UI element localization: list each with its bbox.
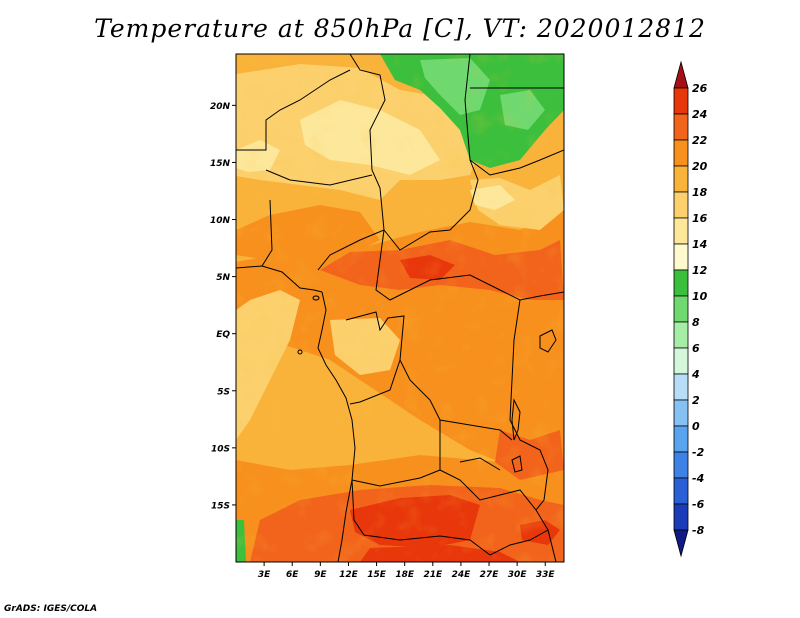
colorbar-cell — [673, 451, 689, 479]
colorbar-label: 22 — [692, 134, 708, 147]
colorbar-label: 14 — [692, 238, 707, 251]
lon-tick-label: 33E — [536, 570, 556, 580]
colorbar-cell — [673, 477, 689, 505]
colorbar-cell — [673, 373, 689, 401]
lon-tick-label: 27E — [480, 570, 500, 580]
longitude-axis: 3E 6E 9E 12E 15E 18E 21E 24E 27E 30E 33E — [258, 562, 556, 580]
lat-tick-label: 15S — [211, 501, 230, 511]
colorbar-cell — [673, 165, 689, 193]
lon-tick-label: 3E — [258, 570, 271, 580]
colorbar-cell — [673, 139, 689, 167]
lakes-and-islands — [297, 295, 557, 473]
temperature-field — [236, 54, 564, 562]
colorbar-cell — [673, 113, 689, 141]
lon-tick-label: 21E — [423, 570, 443, 580]
colorbar-cell — [673, 87, 689, 115]
latitude-axis: 20N 15N 10N 5N EQ 5S 10S 15S — [210, 102, 236, 511]
colorbar-label: 24 — [692, 108, 707, 121]
lon-tick-label: 24E — [452, 570, 472, 580]
country-borders — [236, 54, 564, 562]
colorbar-cell — [673, 269, 689, 297]
lon-tick-label: 12E — [339, 570, 359, 580]
lat-tick-label: EQ — [216, 330, 230, 340]
colorbar-cell — [673, 425, 689, 453]
colorbar-cell — [673, 243, 689, 271]
lon-tick-label: 18E — [395, 570, 415, 580]
colorbar-label: 6 — [692, 342, 700, 355]
grads-credit: GrADS: IGES/COLA — [4, 604, 98, 614]
colorbar-label: -8 — [692, 524, 705, 537]
colorbar-label: -6 — [692, 498, 705, 511]
colorbar-label: 0 — [692, 420, 700, 433]
lat-tick-label: 10S — [211, 444, 230, 454]
colorbar-cell — [673, 295, 689, 323]
lon-tick-label: 30E — [508, 570, 528, 580]
colorbar-label: 16 — [692, 212, 708, 225]
lat-tick-label: 10N — [210, 216, 231, 226]
lat-tick-label: 5S — [217, 387, 230, 397]
colorbar-cell — [673, 217, 689, 245]
colorbar-cell — [673, 321, 689, 349]
colorbar-cell — [673, 503, 689, 531]
colorbar-label: 4 — [691, 368, 700, 381]
colorbar-label: 8 — [692, 316, 700, 329]
colorbar-label: 2 — [692, 394, 700, 407]
colorbar-cell — [673, 347, 689, 375]
colorbar-label: 10 — [692, 290, 708, 303]
colorbar-cell — [673, 191, 689, 219]
colorbar-label: 20 — [692, 160, 708, 173]
colorbar-cell — [673, 399, 689, 427]
lon-tick-label: 9E — [314, 570, 327, 580]
colorbar-label: 12 — [692, 264, 708, 277]
colorbar-label: 18 — [692, 186, 708, 199]
colorbar-cell — [673, 60, 689, 89]
lat-tick-label: 5N — [216, 273, 230, 283]
map-title: Temperature at 850hPa [C], VT: 202001281… — [94, 14, 706, 43]
colorbar-label: -4 — [692, 472, 704, 485]
lat-tick-label: 20N — [210, 102, 231, 112]
colorbar-cell — [673, 529, 689, 558]
colorbar-label: 26 — [692, 82, 708, 95]
lon-tick-label: 6E — [286, 570, 299, 580]
lon-tick-label: 15E — [367, 570, 387, 580]
map-frame — [235, 53, 565, 563]
lat-tick-label: 15N — [210, 159, 231, 169]
colorbar-label: -2 — [692, 446, 705, 459]
